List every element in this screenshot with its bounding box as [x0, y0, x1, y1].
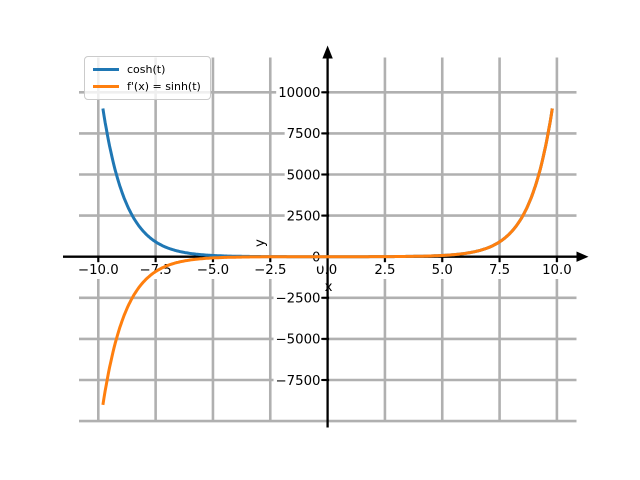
x-tick-label: 5.0 [432, 263, 453, 278]
tick-label-bg [273, 331, 323, 349]
x-tick-label: 10.0 [542, 263, 572, 278]
y-axis-arrow [322, 45, 333, 59]
series-line-sinh [101, 108, 554, 406]
x-tick-label: 7.5 [489, 263, 510, 278]
tick-label-bg [273, 372, 323, 390]
tick-label-bg [273, 290, 323, 308]
tick-label-bg [372, 262, 398, 279]
tick-label-bg [284, 126, 323, 144]
x-tick-label: −5.0 [197, 263, 229, 278]
tick-label-bg [284, 208, 323, 226]
legend-label-cosh: cosh(t) [127, 63, 166, 76]
tick-label-bg [540, 262, 574, 279]
y-tick-label: 7500 [287, 127, 321, 142]
y-tick-label: −5000 [276, 333, 321, 348]
legend-label-sinh: f'(x) = sinh(t) [127, 80, 201, 93]
x-axis-arrow [576, 251, 589, 262]
y-tick-label: 10000 [278, 86, 320, 101]
tick-label-bg [194, 262, 232, 279]
tick-label-bg [75, 262, 121, 279]
x-tick-label: −2.5 [254, 263, 286, 278]
legend-entry-sinh: f'(x) = sinh(t) [93, 80, 201, 93]
y-axis-label: y [253, 239, 268, 247]
tick-label-bg [284, 167, 323, 185]
legend-line-swatch-cosh [93, 68, 119, 71]
tick-label-bg [276, 85, 323, 103]
y-tick-label: 2500 [287, 209, 321, 224]
x-tick-label: 2.5 [374, 263, 395, 278]
tick-label-bg [252, 262, 289, 279]
tick-label-bg [255, 234, 268, 251]
x-tick-label: −10.0 [78, 263, 119, 278]
y-tick-label: −2500 [276, 292, 321, 307]
legend-entry-cosh: cosh(t) [93, 63, 201, 76]
y-tick-label: 5000 [287, 168, 321, 183]
tick-label-bg [486, 262, 513, 279]
tick-label-bg [429, 262, 455, 279]
legend: cosh(t) f'(x) = sinh(t) [84, 56, 211, 100]
legend-line-swatch-sinh [93, 85, 119, 88]
y-tick-label: −7500 [276, 374, 321, 389]
